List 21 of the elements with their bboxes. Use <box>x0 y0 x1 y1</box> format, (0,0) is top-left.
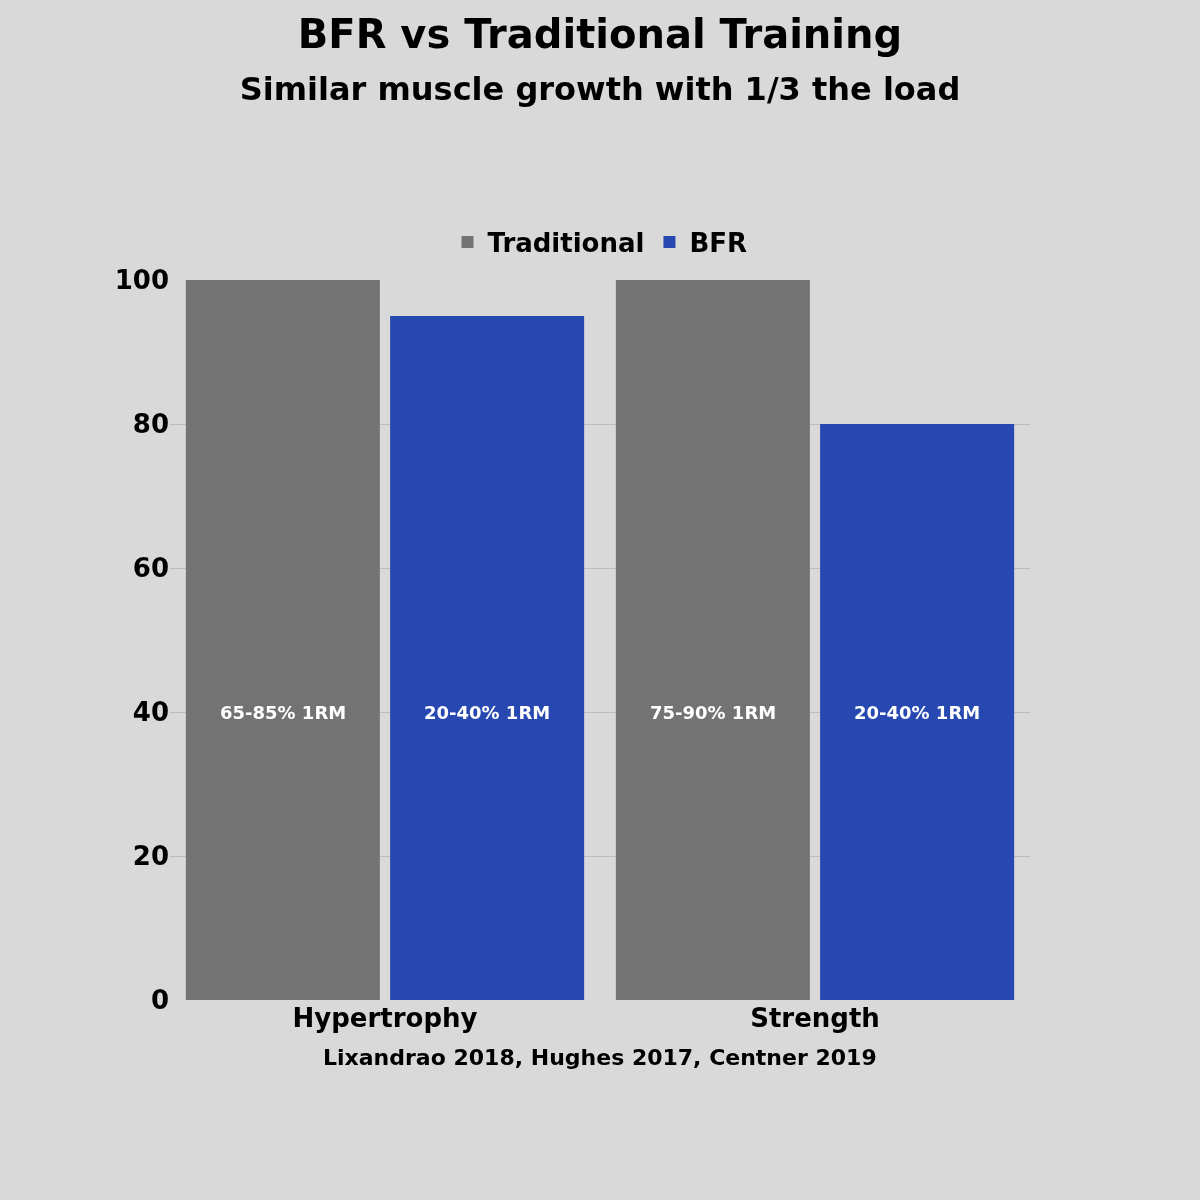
y-tick-label: 80 <box>132 409 169 440</box>
annotation: 75-90% 1RM <box>650 702 777 723</box>
annotation: 65-85% 1RM <box>220 702 347 723</box>
annotation: 20-40% 1RM <box>424 702 551 723</box>
y-tick-label: 60 <box>132 553 169 584</box>
bar <box>615 280 810 1000</box>
y-tick-label: 20 <box>132 841 169 872</box>
bar <box>185 280 380 1000</box>
y-tick-label: 0 <box>150 985 169 1016</box>
y-tick-label: 40 <box>132 697 169 728</box>
y-tick-label: 100 <box>114 265 169 296</box>
x-tick-label: Hypertrophy <box>292 1003 478 1033</box>
legend-label: Traditional <box>487 228 645 259</box>
text: Lixandrao 2018, Hughes 2017, Centner 2019 <box>323 1045 877 1070</box>
chart-subtitle: Similar muscle growth with 1/3 the load <box>239 70 961 108</box>
annotation: 20-40% 1RM <box>854 702 981 723</box>
bar <box>820 424 1015 1000</box>
legend-label: BFR <box>689 228 748 259</box>
x-tick-label: Strength <box>750 1003 880 1033</box>
chart-title: BFR vs Traditional Training <box>297 11 903 57</box>
bar <box>390 316 585 1000</box>
